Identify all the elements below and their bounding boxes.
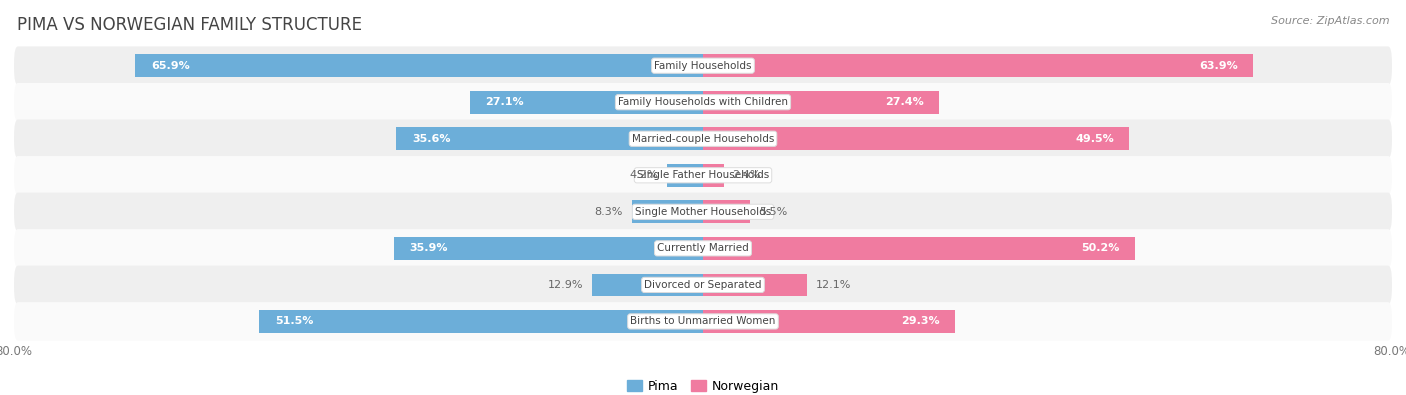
Legend: Pima, Norwegian: Pima, Norwegian xyxy=(621,375,785,395)
Text: 50.2%: 50.2% xyxy=(1081,243,1119,253)
Bar xyxy=(666,164,703,186)
Text: Births to Unmarried Women: Births to Unmarried Women xyxy=(630,316,776,326)
FancyBboxPatch shape xyxy=(14,120,1392,158)
Bar xyxy=(592,274,703,296)
Bar xyxy=(703,274,807,296)
Bar xyxy=(135,55,703,77)
Text: Married-couple Households: Married-couple Households xyxy=(631,134,775,144)
Text: 27.4%: 27.4% xyxy=(884,97,924,107)
Bar xyxy=(703,201,751,223)
FancyBboxPatch shape xyxy=(14,47,1392,85)
Text: 2.4%: 2.4% xyxy=(733,170,761,180)
Bar xyxy=(703,128,1129,150)
Text: 35.9%: 35.9% xyxy=(409,243,449,253)
FancyBboxPatch shape xyxy=(14,156,1392,194)
Text: Source: ZipAtlas.com: Source: ZipAtlas.com xyxy=(1271,16,1389,26)
Bar xyxy=(631,201,703,223)
Text: PIMA VS NORWEGIAN FAMILY STRUCTURE: PIMA VS NORWEGIAN FAMILY STRUCTURE xyxy=(17,16,361,34)
Text: 63.9%: 63.9% xyxy=(1199,61,1237,71)
Text: Family Households: Family Households xyxy=(654,61,752,71)
Text: 8.3%: 8.3% xyxy=(595,207,623,217)
Bar xyxy=(260,310,703,333)
Text: Single Mother Households: Single Mother Households xyxy=(636,207,770,217)
Text: 12.1%: 12.1% xyxy=(815,280,851,290)
FancyBboxPatch shape xyxy=(14,302,1392,340)
Bar xyxy=(703,164,724,186)
Text: Single Father Households: Single Father Households xyxy=(637,170,769,180)
Text: Currently Married: Currently Married xyxy=(657,243,749,253)
Text: 65.9%: 65.9% xyxy=(150,61,190,71)
FancyBboxPatch shape xyxy=(14,229,1392,267)
Bar xyxy=(703,310,955,333)
Text: Family Households with Children: Family Households with Children xyxy=(619,97,787,107)
Text: 29.3%: 29.3% xyxy=(901,316,939,326)
Text: 51.5%: 51.5% xyxy=(276,316,314,326)
FancyBboxPatch shape xyxy=(14,193,1392,231)
Bar xyxy=(703,55,1253,77)
Bar xyxy=(396,128,703,150)
Text: 12.9%: 12.9% xyxy=(548,280,583,290)
Text: 35.6%: 35.6% xyxy=(412,134,450,144)
Bar xyxy=(703,91,939,113)
Bar xyxy=(470,91,703,113)
Bar xyxy=(394,237,703,260)
Text: 49.5%: 49.5% xyxy=(1076,134,1114,144)
Bar xyxy=(703,237,1135,260)
Text: 27.1%: 27.1% xyxy=(485,97,524,107)
Text: 4.2%: 4.2% xyxy=(630,170,658,180)
FancyBboxPatch shape xyxy=(14,266,1392,304)
Text: Divorced or Separated: Divorced or Separated xyxy=(644,280,762,290)
FancyBboxPatch shape xyxy=(14,83,1392,121)
Text: 5.5%: 5.5% xyxy=(759,207,787,217)
